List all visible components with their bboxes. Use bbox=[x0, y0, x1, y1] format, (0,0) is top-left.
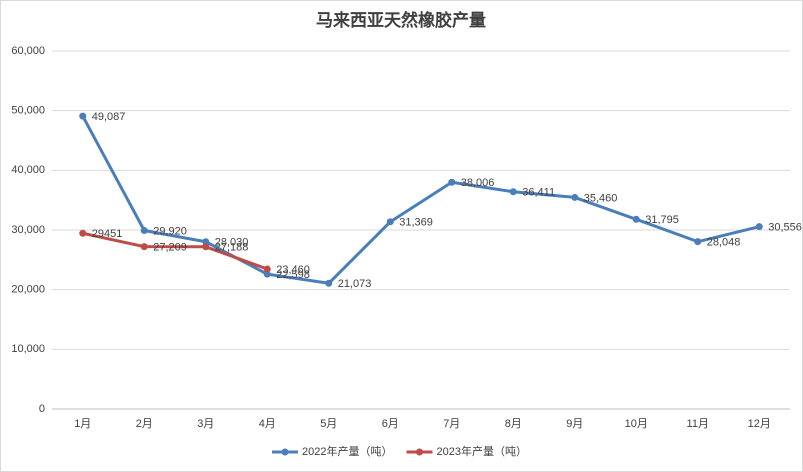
y-tick-label: 30,000 bbox=[11, 224, 45, 236]
x-tick-label: 4月 bbox=[259, 418, 276, 430]
data-label: 30,556 bbox=[768, 222, 802, 234]
data-point bbox=[448, 178, 456, 186]
data-label: 49,087 bbox=[92, 111, 126, 123]
data-label: 29,920 bbox=[153, 225, 187, 237]
legend-marker bbox=[415, 448, 423, 456]
x-tick-label: 7月 bbox=[443, 418, 460, 430]
x-tick-label: 2月 bbox=[136, 418, 153, 430]
data-point bbox=[263, 270, 271, 278]
x-tick-label: 3月 bbox=[197, 418, 214, 430]
data-label: 31,795 bbox=[645, 214, 679, 226]
data-point bbox=[140, 226, 148, 234]
chart-title: 马来西亚天然橡胶产量 bbox=[316, 10, 486, 30]
data-label: 31,369 bbox=[399, 217, 433, 229]
data-label: 21,073 bbox=[338, 278, 372, 290]
data-point bbox=[694, 238, 702, 246]
data-point bbox=[755, 223, 763, 231]
data-point bbox=[632, 215, 640, 223]
legend-label: 2022年产量（吨） bbox=[302, 444, 392, 458]
x-tick-label: 6月 bbox=[382, 418, 399, 430]
y-tick-label: 10,000 bbox=[11, 343, 45, 355]
series-line bbox=[81, 115, 760, 285]
y-tick-label: 60,000 bbox=[11, 45, 45, 57]
y-tick-label: 20,000 bbox=[11, 284, 45, 296]
data-label: 38,006 bbox=[461, 177, 495, 189]
data-point bbox=[509, 188, 517, 196]
y-tick-label: 40,000 bbox=[11, 164, 45, 176]
legend-marker bbox=[281, 448, 289, 456]
data-point bbox=[325, 279, 333, 287]
x-tick-label: 10月 bbox=[625, 418, 648, 430]
data-label: 28,048 bbox=[707, 237, 741, 249]
legend-label: 2023年产量（吨） bbox=[436, 444, 526, 458]
data-point bbox=[79, 229, 87, 237]
x-tick-label: 5月 bbox=[320, 418, 337, 430]
data-point bbox=[202, 243, 210, 251]
y-tick-label: 50,000 bbox=[11, 105, 45, 117]
data-label: 28,030 bbox=[215, 237, 249, 249]
data-point bbox=[202, 238, 210, 246]
data-label: 27,209 bbox=[153, 242, 187, 254]
data-label: 23,460 bbox=[276, 264, 310, 276]
data-point bbox=[386, 218, 394, 226]
y-tick-label: 0 bbox=[39, 403, 45, 415]
x-tick-label: 11月 bbox=[687, 418, 709, 430]
data-point bbox=[140, 243, 148, 251]
series-line bbox=[82, 231, 268, 271]
data-label: 29451 bbox=[92, 228, 123, 240]
data-label: 22,598 bbox=[276, 269, 310, 281]
x-tick-label: 12月 bbox=[748, 418, 771, 430]
data-label: 36,411 bbox=[522, 187, 555, 199]
x-tick-label: 8月 bbox=[505, 418, 522, 430]
data-point bbox=[79, 112, 87, 120]
data-label: 27,188 bbox=[215, 242, 249, 254]
data-label: 35,460 bbox=[584, 192, 618, 204]
data-point bbox=[571, 193, 579, 201]
x-tick-label: 1月 bbox=[74, 418, 91, 430]
x-tick-label: 9月 bbox=[566, 418, 583, 430]
data-point bbox=[263, 265, 271, 273]
